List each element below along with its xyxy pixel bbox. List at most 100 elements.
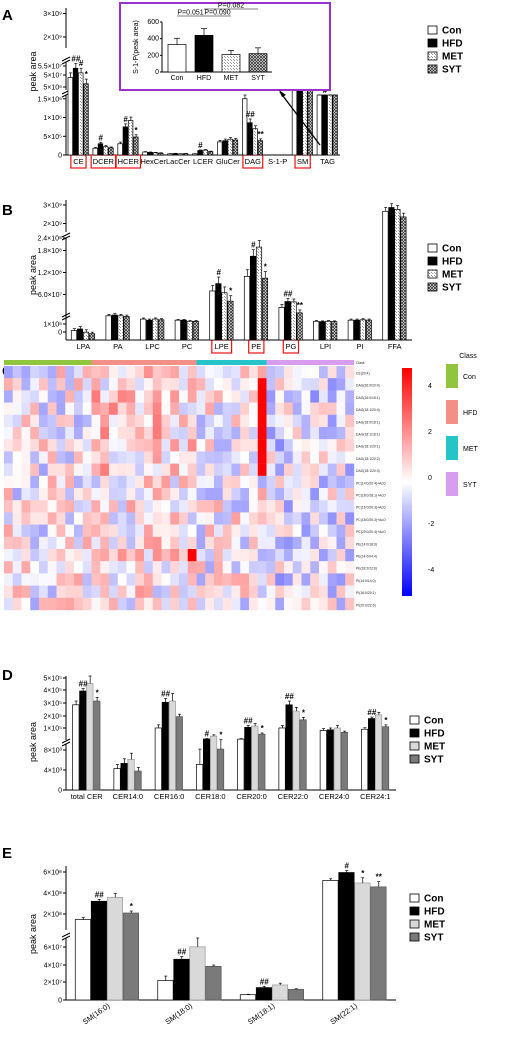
heatmap-cell [266,463,276,476]
heatmap-cell [30,597,40,611]
heatmap-row-label: PE(14:0/18:3) [356,542,377,546]
heatmap-cell [205,597,215,611]
heatmap-cell [319,427,328,440]
heatmap-cell [74,390,83,403]
heatmap-cell [205,366,215,379]
bar-hfd [326,729,334,791]
heatmap-cell [222,524,232,537]
heatmap-cell [161,585,171,598]
heatmap-cell [4,451,13,464]
bar-hfd [72,67,79,156]
heatmap-cell [39,463,48,476]
bar-con [67,77,73,156]
bar-syt [331,321,338,341]
colorbar-tick-label: -2 [428,521,434,528]
significance-mark: ## [367,708,376,717]
heatmap-cell [65,463,75,476]
legend-swatch-hfd [409,906,420,916]
panel-label-b: B [2,202,13,219]
heatmap-cell [319,439,328,452]
heatmap-cell [310,488,320,501]
heatmap-cell [292,451,302,464]
heatmap-cell [187,366,197,379]
heatmap-cell [65,390,75,403]
heatmap-cell [319,549,328,562]
axis-break-mark [61,738,71,744]
heatmap-cell [65,524,75,537]
heatmap-cell [231,573,241,586]
heatmap-cell [319,475,328,489]
heatmap-cell [39,390,48,403]
bar-syt [217,748,225,791]
heatmap-cell [222,366,232,379]
bar-syt [83,83,89,156]
heatmap-cell [249,463,258,476]
heatmap-cell [144,475,153,489]
heatmap-cell [170,549,180,562]
heatmap-cell [21,463,31,476]
significance-mark: # [251,241,256,250]
heatmap-cell [222,451,232,464]
heatmap-cell [117,561,127,574]
significance-mark: # [198,141,203,150]
heatmap-cell [117,500,127,513]
significance-mark: * [229,287,233,296]
heatmap-cell [12,451,22,464]
y-tick-label: 0 [58,998,62,1005]
heatmap-cell [126,549,136,562]
significance-mark: # [123,115,128,124]
heatmap-cell [205,488,215,501]
heatmap-cell [345,549,355,562]
heatmap-legend-swatch-syt [446,472,458,496]
heatmap-cell [170,536,180,550]
y-tick-label: 6×10⁸ [43,870,62,877]
significance-mark: * [85,70,89,79]
heatmap-cell [126,536,136,550]
heatmap-cell [231,390,241,403]
x-tick-label: PC [182,342,193,351]
heatmap-cell [135,549,145,562]
heatmap-class-bar-syt [266,360,354,365]
heatmap-cell [327,561,337,574]
heatmap-cell [161,414,171,428]
y-tick-label: 3×10⁹ [43,203,62,210]
significance-mark: ## [260,977,269,986]
heatmap-cell [222,439,232,452]
heatmap-cell [275,500,285,513]
legend-label-hfd: HFD [442,39,463,50]
heatmap-cell [231,488,241,501]
heatmap-cell [117,573,127,586]
heatmap-row-label: DAG(18:1/20:4) [356,408,380,412]
legend-swatch-met [409,741,420,751]
heatmap-cell [319,536,328,550]
y-tick-label: 1×10⁶ [43,322,62,329]
heatmap-row-label: PI(20:0/22:6) [356,603,376,607]
heatmap-cell [345,390,355,403]
heatmap-cell [310,512,320,525]
heatmap-cell [4,488,13,501]
heatmap-cell [117,585,127,598]
heatmap-cell [135,390,145,403]
bar-syt [88,333,96,341]
heatmap-cell [179,475,188,489]
heatmap-cell [100,439,110,452]
heatmap-cell [327,390,337,403]
heatmap-cell [336,451,346,464]
legend-swatch-con [427,25,438,35]
heatmap-cell [30,378,40,391]
heatmap-cell [135,488,145,501]
heatmap-cell [257,488,267,501]
heatmap-cell [117,439,127,452]
bar-con [313,320,320,341]
heatmap-cell [56,402,66,415]
x-tick-label: TAG [320,157,335,166]
heatmap-cell [319,585,328,598]
heatmap-cell [319,488,328,501]
heatmap-cell [249,500,258,513]
heatmap-cell [179,549,188,562]
heatmap-cell [179,524,188,537]
bar-met [168,700,176,791]
heatmap-cell [30,475,40,489]
heatmap-cell [30,390,40,403]
bar-con [217,141,223,156]
